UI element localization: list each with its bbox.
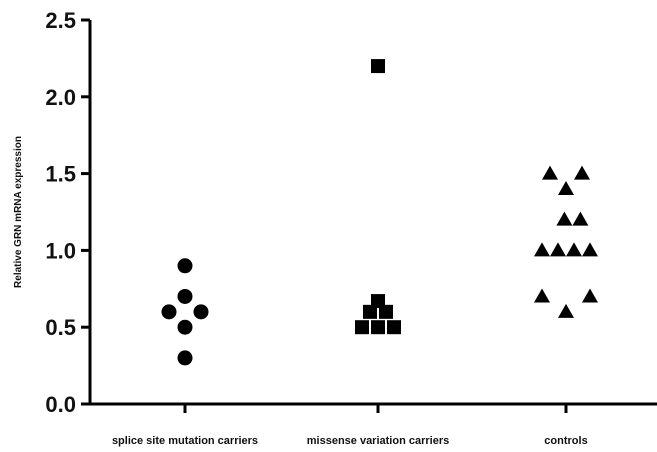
y-tick-label: 1.5 [45, 162, 76, 187]
data-point-circle [193, 304, 209, 320]
data-point-square [371, 59, 385, 74]
x-tick-label: splice site mutation carriers [112, 435, 258, 447]
data-point-square [379, 304, 393, 319]
y-tick-label: 1.0 [45, 238, 76, 263]
y-tick-label: 0.5 [45, 315, 76, 340]
data-point-triangle [582, 288, 598, 303]
data-marks [161, 59, 598, 366]
y-tick-label: 0.0 [45, 392, 76, 417]
y-ticks: 0.0 0.5 1.0 1.5 2.0 2.5 [45, 8, 90, 417]
data-point-triangle [542, 165, 558, 180]
data-point-circle [177, 258, 193, 274]
data-point-triangle [556, 211, 573, 226]
data-point-triangle [534, 288, 550, 303]
y-tick-label: 2.5 [45, 8, 76, 33]
data-point-triangle [572, 211, 589, 226]
data-point-triangle [582, 242, 598, 257]
data-point-circle [161, 304, 177, 320]
data-point-square [371, 294, 385, 309]
data-point-square [371, 320, 385, 335]
data-point-triangle [558, 303, 574, 318]
data-point-triangle [566, 242, 582, 257]
data-point-circle [177, 288, 193, 304]
data-point-triangle [534, 242, 550, 257]
data-point-triangle [550, 242, 566, 257]
data-point-circle [177, 319, 193, 335]
data-point-square [363, 304, 377, 319]
data-point-triangle [558, 180, 574, 195]
x-tick-label: missense variation carriers [307, 435, 449, 447]
data-point-square [355, 320, 369, 335]
y-axis-label: Relative GRN mRNA expression [13, 136, 24, 288]
data-point-circle [177, 350, 193, 366]
y-tick-label: 2.0 [45, 85, 76, 110]
data-point-triangle [574, 165, 590, 180]
x-tick-label: controls [544, 435, 587, 447]
axes [88, 20, 657, 406]
data-point-square [387, 320, 401, 335]
x-ticks: splice site mutation carriers missense va… [112, 404, 588, 447]
